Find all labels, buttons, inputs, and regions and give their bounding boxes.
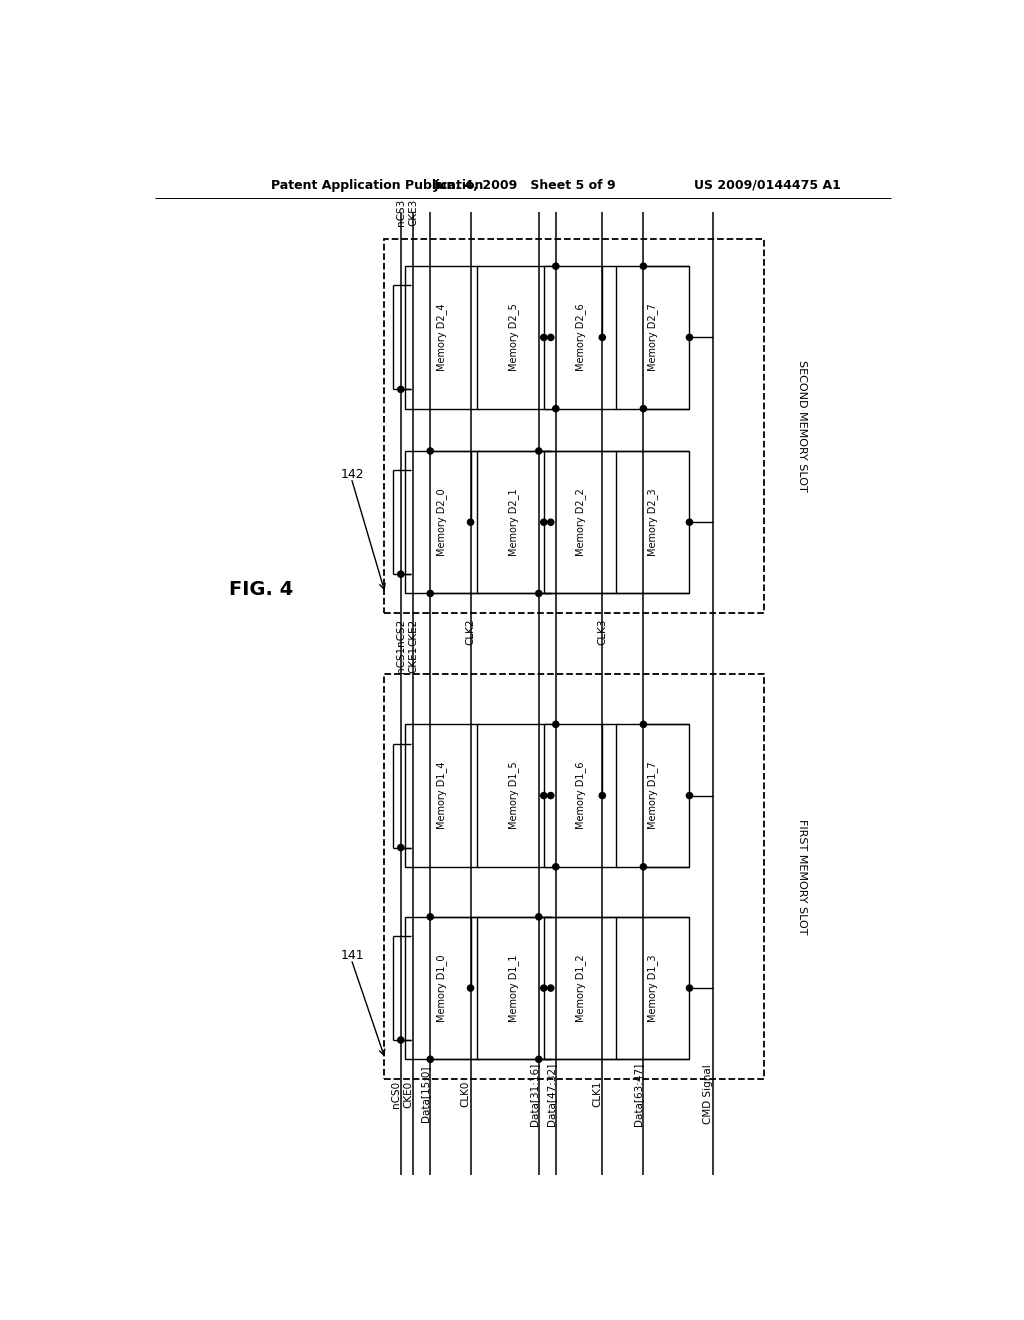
Circle shape [553,263,559,269]
Circle shape [686,334,692,341]
Bar [615,267,689,409]
Circle shape [541,985,547,991]
Text: Memory D2_1: Memory D2_1 [509,488,519,556]
Bar [615,725,689,867]
Bar [384,675,764,1078]
Text: CMD Signal: CMD Signal [703,1064,713,1123]
Circle shape [640,263,646,269]
Circle shape [536,1056,542,1063]
Text: Data[63:47]: Data[63:47] [634,1063,643,1126]
Text: FIG. 4: FIG. 4 [228,579,293,599]
Text: Memory D1_7: Memory D1_7 [647,762,658,829]
Text: Memory D1_0: Memory D1_0 [436,954,447,1022]
Bar [544,917,617,1059]
Text: Memory D2_5: Memory D2_5 [509,304,519,371]
Bar [406,451,478,594]
Circle shape [640,405,646,412]
Text: nCS2: nCS2 [396,618,406,645]
Circle shape [467,519,474,525]
Text: Memory D1_2: Memory D1_2 [575,954,586,1022]
Text: Memory D1_6: Memory D1_6 [575,762,586,829]
Circle shape [686,519,692,525]
Text: CLK2: CLK2 [466,619,475,645]
Text: CKE2: CKE2 [409,618,418,645]
Bar [615,451,689,594]
Text: Memory D1_4: Memory D1_4 [436,762,447,829]
Text: CLK3: CLK3 [597,619,607,645]
Text: CLK0: CLK0 [461,1081,471,1107]
Text: Patent Application Publication: Patent Application Publication [271,178,483,191]
Text: Data[15:0]: Data[15:0] [420,1065,430,1122]
Circle shape [397,845,403,850]
Text: Memory D2_6: Memory D2_6 [575,304,586,371]
Circle shape [548,792,554,799]
Circle shape [536,590,542,597]
Text: Memory D2_7: Memory D2_7 [647,304,658,371]
Text: FIRST MEMORY SLOT: FIRST MEMORY SLOT [798,818,807,935]
Circle shape [427,913,433,920]
Bar [406,267,478,409]
Text: CKE3: CKE3 [409,199,418,226]
Text: Memory D1_5: Memory D1_5 [509,762,519,829]
Circle shape [541,334,547,341]
Circle shape [686,792,692,799]
Bar [544,267,617,409]
Circle shape [548,985,554,991]
Text: Memory D1_1: Memory D1_1 [509,954,519,1022]
Text: Memory D2_3: Memory D2_3 [647,488,658,556]
Circle shape [640,721,646,727]
Circle shape [427,447,433,454]
Bar [477,451,551,594]
Circle shape [536,913,542,920]
Circle shape [536,447,542,454]
Bar [384,239,764,612]
Text: Memory D2_0: Memory D2_0 [436,488,447,556]
Text: SECOND MEMORY SLOT: SECOND MEMORY SLOT [798,360,807,492]
Text: CLK1: CLK1 [592,1081,602,1107]
Circle shape [397,572,403,577]
Circle shape [548,519,554,525]
Bar [544,451,617,594]
Circle shape [467,985,474,991]
Bar [477,267,551,409]
Circle shape [640,863,646,870]
Circle shape [541,792,547,799]
Text: Data[47:32]: Data[47:32] [546,1063,556,1126]
Circle shape [427,1056,433,1063]
Circle shape [553,405,559,412]
Text: Memory D1_3: Memory D1_3 [647,954,658,1022]
Text: Memory D2_2: Memory D2_2 [575,488,586,556]
Circle shape [599,792,605,799]
Text: 142: 142 [341,467,365,480]
Text: nCS0: nCS0 [391,1080,400,1107]
Circle shape [553,863,559,870]
Text: nCS3: nCS3 [396,199,406,226]
Text: CKE0: CKE0 [403,1080,414,1107]
Text: nCS1: nCS1 [396,645,406,672]
Text: US 2009/0144475 A1: US 2009/0144475 A1 [694,178,841,191]
Circle shape [548,334,554,341]
Bar [406,725,478,867]
Text: Data[31:16]: Data[31:16] [528,1063,539,1126]
Circle shape [427,590,433,597]
Circle shape [599,334,605,341]
Bar [615,917,689,1059]
Circle shape [397,387,403,392]
Circle shape [397,1038,403,1043]
Text: CKE1: CKE1 [409,645,418,672]
Circle shape [686,985,692,991]
Circle shape [553,721,559,727]
Text: Memory D2_4: Memory D2_4 [436,304,447,371]
Bar [477,917,551,1059]
Text: 141: 141 [341,949,365,962]
Circle shape [541,519,547,525]
Text: Jun. 4, 2009   Sheet 5 of 9: Jun. 4, 2009 Sheet 5 of 9 [433,178,616,191]
Bar [406,917,478,1059]
Bar [477,725,551,867]
Bar [544,725,617,867]
